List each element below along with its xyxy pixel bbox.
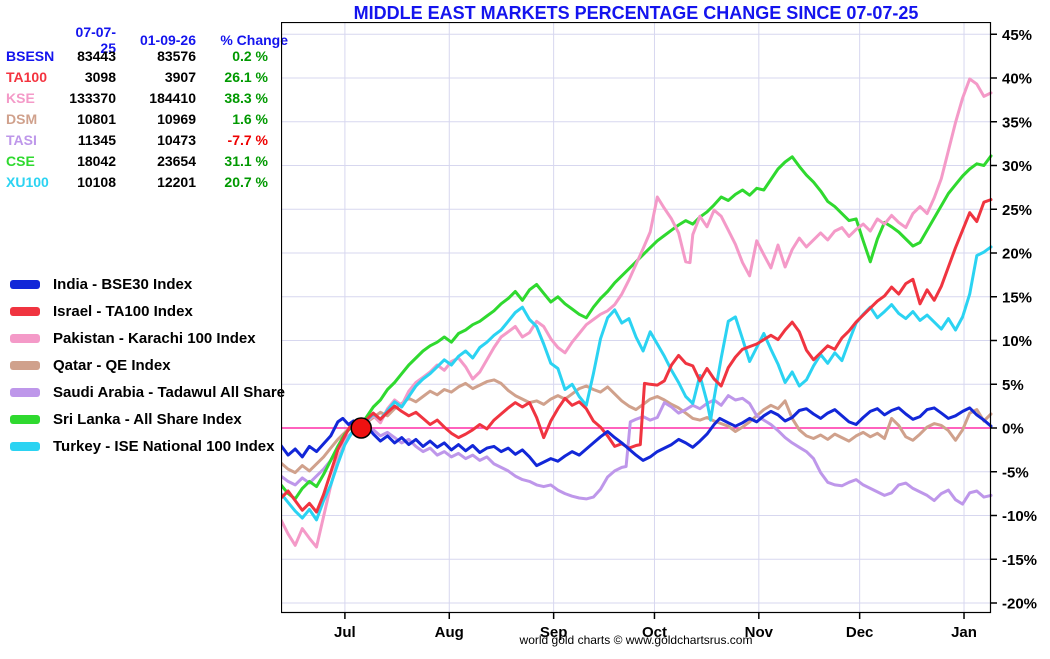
table-cell-start-value: 83443 [77,47,116,64]
series-line-ta100 [279,198,993,514]
table-cell-end-value: 10473 [157,131,196,148]
y-tick-label: 0% [1002,421,1024,438]
legend-item: India - BSE30 Index [10,271,285,298]
table-row: XU100 10108 12201 20.7 % [6,171,288,192]
series-line-xu100 [279,245,993,522]
y-tick-label: -15% [1002,552,1037,569]
y-tick-label: 30% [1002,158,1032,175]
chart-footer-credit: world gold charts © www.goldchartsrus.co… [519,633,753,647]
legend-item: Israel - TA100 Index [10,298,285,325]
legend-label: Israel - TA100 Index [53,303,193,320]
table-cell-percent-change: 26.1 % [224,68,268,85]
chart-plot-area: 45% 40% 35% 30% 25% 20% 15% 10% 5% 0% -5% -10% -15% -… [279,21,1050,654]
y-tick-label: 10% [1002,333,1032,350]
table-row: TA100 3098 3907 26.1 % [6,66,288,87]
legend-color-swatch [10,280,40,289]
page-title: MIDDLE EAST MARKETS PERCENTAGE CHANGE SI… [353,3,919,23]
series-line-bsesn [279,406,993,468]
legend-label: Sri Lanka - All Share Index [53,411,242,428]
x-tick-label: Dec [846,624,874,641]
table-cell-end-value: 83576 [157,47,196,64]
plot-frame [280,21,992,614]
y-tick-label: 15% [1002,289,1032,306]
legend-label: Turkey - ISE National 100 Index [53,438,275,455]
table-cell-end-value: 10969 [157,110,196,127]
table-row: BSESN 83443 83576 0.2 % [6,45,288,66]
y-tick-label: 35% [1002,114,1032,131]
table-cell-end-value: 184410 [149,89,196,106]
legend-color-swatch [10,415,40,424]
table-row: TASI 11345 10473 -7.7 % [6,129,288,150]
table-cell-percent-change: 1.6 % [232,110,268,127]
legend-item: Saudi Arabia - Tadawul All Share [10,379,285,406]
table-cell-percent-change: 0.2 % [232,47,268,64]
legend-color-swatch [10,361,40,370]
table-header-end-date: 01-09-26 [139,32,196,48]
legend-label: Pakistan - Karachi 100 Index [53,330,256,347]
y-tick-label: 40% [1002,71,1032,88]
table-cell-symbol: CSE [6,152,35,169]
chart-svg: 45% 40% 35% 30% 25% 20% 15% 10% 5% 0% -5% -10% -15% -… [279,21,1037,641]
table-cell-start-value: 11345 [77,131,116,148]
y-tick-label: -5% [1002,464,1029,481]
table-cell-symbol: KSE [6,89,35,106]
y-tick-label: 5% [1002,377,1024,394]
table-cell-symbol: BSESN [6,47,55,64]
table-cell-start-value: 133370 [69,89,116,106]
table-cell-start-value: 10801 [77,110,116,127]
table-cell-end-value: 12201 [157,173,196,190]
legend-item: Pakistan - Karachi 100 Index [10,325,285,352]
table-cell-percent-change: 31.1 % [224,152,268,169]
table-row: DSM 10801 10969 1.6 % [6,108,288,129]
legend-color-swatch [10,334,40,343]
table-cell-start-value: 18042 [77,152,116,169]
y-tick-label: -10% [1002,508,1037,525]
table-header-row: 07-07-25 01-09-26 % Change [6,24,288,56]
table-cell-symbol: DSM [6,110,38,127]
legend-label: Qatar - QE Index [53,357,171,374]
legend-color-swatch [10,307,40,316]
x-tick-label: Jan [951,624,977,641]
x-tick-label: Nov [745,624,774,641]
table-cell-percent-change: -7.7 % [227,131,268,148]
legend-item: Qatar - QE Index [10,352,285,379]
series-line-cse [279,154,993,501]
x-tick-label: Jul [334,624,356,641]
series-line-dsm [279,378,993,475]
table-cell-end-value: 23654 [157,152,196,169]
x-tick-label: Sep [540,624,568,641]
stats-table: 07-07-25 01-09-26 % Change BSESN 83443 835… [6,24,288,192]
legend-label: India - BSE30 Index [53,276,193,293]
table-cell-start-value: 10108 [77,173,116,190]
legend-item: Sri Lanka - All Share Index [10,406,285,433]
legend-color-swatch [10,442,40,451]
table-header-start-date: 07-07-25 [75,24,116,56]
table-row: KSE 133370 184410 38.3 % [6,87,288,108]
table-cell-symbol: TA100 [6,68,47,85]
series-line-tasi [279,394,993,506]
legend-color-swatch [10,388,40,397]
x-tick-label: Aug [435,624,464,641]
table-cell-symbol: XU100 [6,173,49,190]
table-cell-symbol: TASI [6,131,37,148]
chart-legend: India - BSE30 Index Israel - TA100 Index P… [10,271,285,460]
table-cell-start-value: 3098 [84,68,116,85]
y-tick-label: -20% [1002,596,1037,613]
table-cell-percent-change: 20.7 % [224,173,268,190]
start-marker-dot [350,417,372,439]
table-row: CSE 18042 23654 31.1 % [6,150,288,171]
table-header-percent-change: % Change [220,32,288,48]
x-tick-label: Oct [642,624,667,641]
y-tick-label: 25% [1002,202,1032,219]
y-tick-label: 45% [1002,27,1032,44]
legend-label: Saudi Arabia - Tadawul All Share [53,384,285,401]
legend-item: Turkey - ISE National 100 Index [10,433,285,460]
y-tick-label: 20% [1002,246,1032,263]
table-cell-end-value: 3907 [164,68,196,85]
table-cell-percent-change: 38.3 % [224,89,268,106]
